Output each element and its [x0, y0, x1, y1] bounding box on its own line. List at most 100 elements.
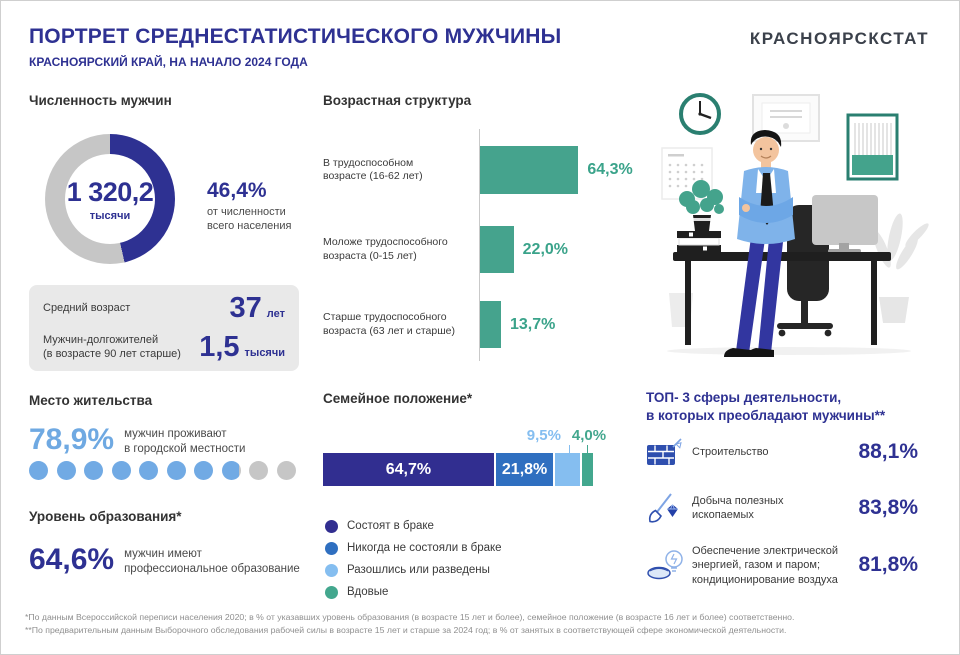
clock-icon [679, 93, 721, 135]
sphere-row: Обеспечение электрической энергией, газо… [646, 544, 918, 587]
desk [673, 252, 891, 345]
wall-picture [846, 113, 899, 181]
floor-shadow [667, 347, 911, 355]
page-subtitle: КРАСНОЯРСКИЙ КРАЙ, НА НАЧАЛО 2024 ГОДА [29, 55, 308, 69]
education-stat: 64,6% мужчин имеют профессиональное обра… [29, 545, 300, 577]
avg-age-unit: лет [266, 308, 285, 320]
krasnoyarskstat-logo: КРАСНОЯРСКСТАТ [749, 29, 929, 48]
legend-dot-widowed [325, 585, 338, 599]
longevity-value: 1,5 [199, 331, 240, 363]
marital-stacked-bar: 64,7% 21,8% [323, 453, 594, 486]
education-caption: мужчин имеют профессиональное образовани… [124, 548, 300, 575]
age-bar-label: Старше трудоспособного возраста (63 лет … [323, 311, 455, 337]
residence-dot [194, 461, 213, 480]
divorced-leader-line [569, 445, 570, 453]
sphere-value: 81,8% [858, 553, 918, 577]
age-bar-row: Моложе трудоспособного возраста (0-15 ле… [323, 226, 568, 273]
residence-dot [56, 461, 76, 480]
energy-icon [646, 548, 688, 582]
longevity-label: Мужчин-долгожителей (в возрасте 90 лет с… [43, 334, 181, 360]
population-section-title: Численность мужчин [29, 93, 172, 108]
men-share-value: 46,4% [207, 179, 267, 202]
legend-label: Разошлись или разведены [347, 564, 490, 576]
sphere-value: 83,8% [858, 496, 918, 519]
age-bar-value: 13,7% [509, 315, 556, 333]
age-structure-chart: В трудоспособном возрасте (16-62 лет) 64… [323, 129, 635, 369]
age-structure-section-title: Возрастная структура [323, 93, 472, 108]
mining-icon [646, 491, 688, 525]
residence-dot [221, 461, 241, 480]
footnotes: *По данным Всероссийской переписи населе… [25, 611, 947, 638]
married-segment: 64,7% [323, 453, 494, 486]
footnote-1: *По данным Всероссийской переписи населе… [25, 612, 795, 622]
office-man-illustration [661, 93, 929, 357]
residence-caption: мужчин проживают в городской местности [124, 428, 246, 455]
age-bar [480, 226, 514, 273]
legend-item: Вдовые [325, 581, 502, 603]
age-bar [480, 146, 579, 194]
residence-dot [111, 461, 131, 480]
widowed-leader-line [587, 445, 588, 453]
age-bar-value: 22,0% [522, 240, 569, 258]
footnote-2: **По предварительным данным Выборочного … [25, 625, 787, 636]
residence-stat: 78,9% мужчин проживают в городской местн… [29, 425, 245, 457]
age-bar [480, 301, 501, 348]
sphere-row: Добыча полезных ископаемых 83,8% [646, 491, 918, 525]
legend-dot-never-married [325, 541, 338, 555]
residence-section-title: Место жительства [29, 393, 153, 408]
plant-silhouette [873, 213, 929, 323]
men-share-caption: от численности всего населения [207, 206, 292, 233]
computer-monitor [812, 195, 878, 253]
men-share-block: 46,4% от численности всего населения [207, 179, 317, 234]
sphere-label: Обеспечение электрической энергией, газо… [692, 545, 838, 586]
residence-dot [29, 461, 48, 480]
legend-label: Никогда не состояли в браке [347, 542, 502, 554]
divorced-value-label: 9,5% [526, 427, 561, 444]
age-bar-label: Моложе трудоспособного возраста (0-15 ле… [323, 236, 448, 262]
widowed-value-label: 4,0% [571, 427, 607, 444]
avg-age-value: 37 [229, 292, 262, 324]
top-spheres-section: ТОП- 3 сферы деятельности, в которых пре… [646, 389, 918, 601]
age-bar-row: В трудоспособном возрасте (16-62 лет) 64… [323, 146, 633, 194]
age-bar-label: В трудоспособном возрасте (16-62 лет) [323, 156, 423, 182]
longevity-unit: тысячи [244, 347, 285, 359]
married-value: 64,7% [385, 460, 432, 478]
sphere-value: 88,1% [858, 440, 918, 463]
marital-section: Семейное положение* 9,5% 4,0% 64,7% 21,8… [323, 391, 623, 606]
legend-label: Состоят в браке [347, 520, 434, 532]
residence-dot [84, 461, 103, 480]
legend-label: Вдовые [347, 586, 389, 598]
men-count-value: 1 320,2 [66, 176, 154, 207]
sphere-label: Добыча полезных ископаемых [692, 494, 784, 521]
residence-value: 78,9% [29, 423, 115, 456]
residence-dot [249, 461, 268, 480]
construction-icon [646, 437, 688, 467]
legend-item: Состоят в браке [325, 515, 502, 537]
avg-age-row: Средний возраст 37 лет [43, 294, 285, 323]
population-stats-box: Средний возраст 37 лет Мужчин-долгожител… [29, 285, 299, 371]
marital-legend: Состоят в браке Никогда не состояли в бр… [325, 515, 502, 603]
top-spheres-title: ТОП- 3 сферы деятельности, в которых пре… [646, 390, 886, 424]
avg-age-label: Средний возраст [43, 301, 131, 314]
legend-dot-married [325, 519, 338, 533]
divorced-segment [555, 453, 581, 486]
widowed-segment [582, 453, 594, 486]
longevity-row: Мужчин-долгожителей (в возрасте 90 лет с… [43, 333, 285, 362]
residence-dots [29, 461, 296, 480]
men-share-donut: 1 320,2 тысячи [45, 134, 175, 264]
man-figure [724, 130, 795, 357]
men-count-unit: тысячи [89, 209, 131, 222]
legend-item: Никогда не состояли в браке [325, 537, 502, 559]
legend-dot-divorced [325, 563, 338, 577]
education-value: 64,6% [29, 543, 115, 576]
residence-dot [139, 461, 158, 480]
sphere-row: Строительство 88,1% [646, 437, 918, 467]
marital-section-title: Семейное положение* [323, 391, 473, 406]
donut-center: 1 320,2 тысячи [65, 154, 155, 244]
residence-dot [166, 461, 186, 480]
age-bar-row: Старше трудоспособного возраста (63 лет … [323, 301, 555, 348]
never-married-value: 21,8% [501, 460, 548, 478]
books-stack [677, 231, 721, 252]
potted-plant [679, 180, 724, 231]
